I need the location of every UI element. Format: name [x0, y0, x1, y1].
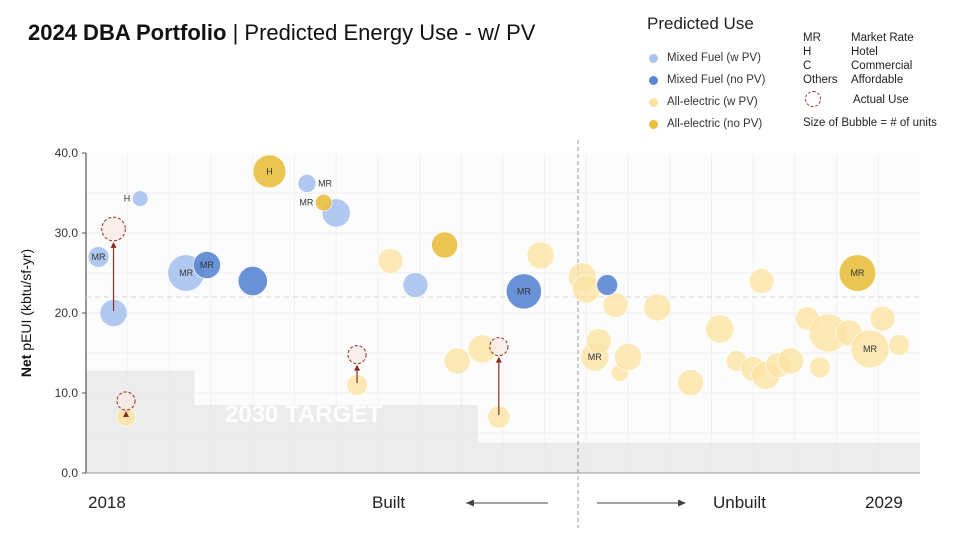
- y-axis-label: Net pEUI (kbtu/sf-yr): [18, 249, 34, 377]
- bubble: [193, 251, 221, 279]
- y-tick-label: 20.0: [55, 306, 79, 320]
- bubble-label: MR: [850, 268, 864, 278]
- legend-item-mixed-fuel-nopv: Mixed Fuel (no PV): [649, 74, 765, 86]
- bubble: [614, 343, 643, 371]
- bubble: [705, 314, 735, 344]
- start-year-label: 2018: [88, 493, 126, 512]
- actual-use-marker: [101, 216, 126, 242]
- bubble-size-note: Size of Bubble = # of units: [803, 117, 937, 129]
- abbr-meaning: Affordable: [851, 74, 904, 86]
- bubble-label: MR: [299, 198, 313, 208]
- bubble: [586, 328, 612, 354]
- title-rest: Predicted Energy Use - w/ PV: [244, 20, 536, 45]
- legend-dot-icon: [649, 53, 658, 63]
- bubble: [838, 254, 877, 292]
- y-tick-label: 10.0: [55, 386, 79, 400]
- legend-label: Mixed Fuel (w PV): [667, 52, 761, 64]
- abbr-meaning: Market Rate: [851, 32, 914, 44]
- actual-use-marker: [116, 391, 136, 411]
- target-region: [194, 405, 478, 473]
- abbr-meaning: Hotel: [851, 46, 878, 58]
- end-year-label: 2029: [865, 493, 903, 512]
- unbuilt-label: Unbuilt: [713, 493, 766, 512]
- bubble-label: MR: [517, 286, 531, 296]
- bubble: [748, 268, 775, 294]
- actual-use-arrow-head: [123, 411, 130, 418]
- bubble-label: MR: [863, 344, 877, 354]
- actual-use-arrow-head: [110, 241, 117, 248]
- bubble-label: H: [124, 194, 131, 204]
- bubble-label: MR: [200, 260, 214, 270]
- title-separator: |: [226, 20, 245, 45]
- built-arrow-head: [466, 499, 474, 507]
- abbr-code: C: [803, 60, 812, 72]
- unbuilt-arrow-head: [678, 499, 686, 507]
- legend-label: Mixed Fuel (no PV): [667, 74, 766, 86]
- actual-use-label: Actual Use: [853, 94, 909, 106]
- bubble: [850, 329, 890, 369]
- bubble: [443, 347, 471, 375]
- y-tick-label: 0.0: [61, 466, 78, 480]
- bubble: [402, 272, 429, 298]
- bubble: [237, 266, 268, 296]
- bubble: [377, 248, 404, 274]
- actual-use-legend-icon: [805, 91, 821, 107]
- bubble: [643, 293, 672, 322]
- legend-item-mixed-fuel-pv: Mixed Fuel (w PV): [649, 52, 761, 64]
- abbr-code: H: [803, 46, 812, 58]
- legend-dot-icon: [649, 119, 658, 129]
- bubble: [677, 369, 705, 396]
- abbr-code: MR: [803, 32, 821, 44]
- legend-item-all-electric-pv: All-electric (w PV): [649, 96, 758, 108]
- bubble-label: MR: [318, 178, 332, 188]
- bubble: [252, 154, 287, 189]
- legend-label: All-electric (no PV): [667, 118, 763, 130]
- bubble: [888, 334, 910, 356]
- bubble-label: MR: [92, 252, 106, 262]
- built-label: Built: [372, 493, 406, 512]
- bubble: [602, 292, 629, 318]
- bubble: [87, 246, 110, 268]
- bubble: [777, 347, 805, 375]
- bubble: [315, 194, 333, 212]
- bubble: [431, 231, 458, 259]
- bubble: [596, 274, 618, 296]
- page-title: 2024 DBA Portfolio | Predicted Energy Us…: [28, 20, 535, 46]
- title-bold: 2024 DBA Portfolio: [28, 20, 227, 45]
- bubble: [297, 174, 317, 193]
- legend-dot-icon: [649, 97, 658, 107]
- bubble-label: MR: [179, 268, 193, 278]
- legend-label: All-electric (w PV): [667, 96, 758, 108]
- bubble: [131, 190, 149, 207]
- legend-dot-icon: [649, 75, 658, 85]
- bubble: [505, 273, 542, 310]
- bubble: [571, 274, 601, 304]
- bubble-label: H: [266, 166, 273, 176]
- legend-heading: Predicted Use: [647, 14, 754, 33]
- bubble: [809, 356, 831, 379]
- y-tick-label: 30.0: [55, 226, 79, 240]
- bubble: [869, 305, 896, 332]
- target-region: [86, 370, 195, 473]
- abbr-meaning: Commercial: [851, 60, 913, 72]
- actual-use-marker: [347, 344, 367, 365]
- legend-item-all-electric-nopv: All-electric (no PV): [649, 118, 762, 130]
- target-label: 2030 TARGET: [225, 401, 382, 428]
- abbr-code: Others: [803, 74, 838, 86]
- target-region: [477, 442, 920, 473]
- y-tick-label: 40.0: [55, 146, 79, 160]
- actual-use-arrow-head: [495, 356, 502, 363]
- actual-use-arrow-head: [354, 364, 361, 371]
- bubble-label: MR: [588, 352, 602, 362]
- bubble: [526, 241, 555, 270]
- actual-use-marker: [489, 336, 509, 357]
